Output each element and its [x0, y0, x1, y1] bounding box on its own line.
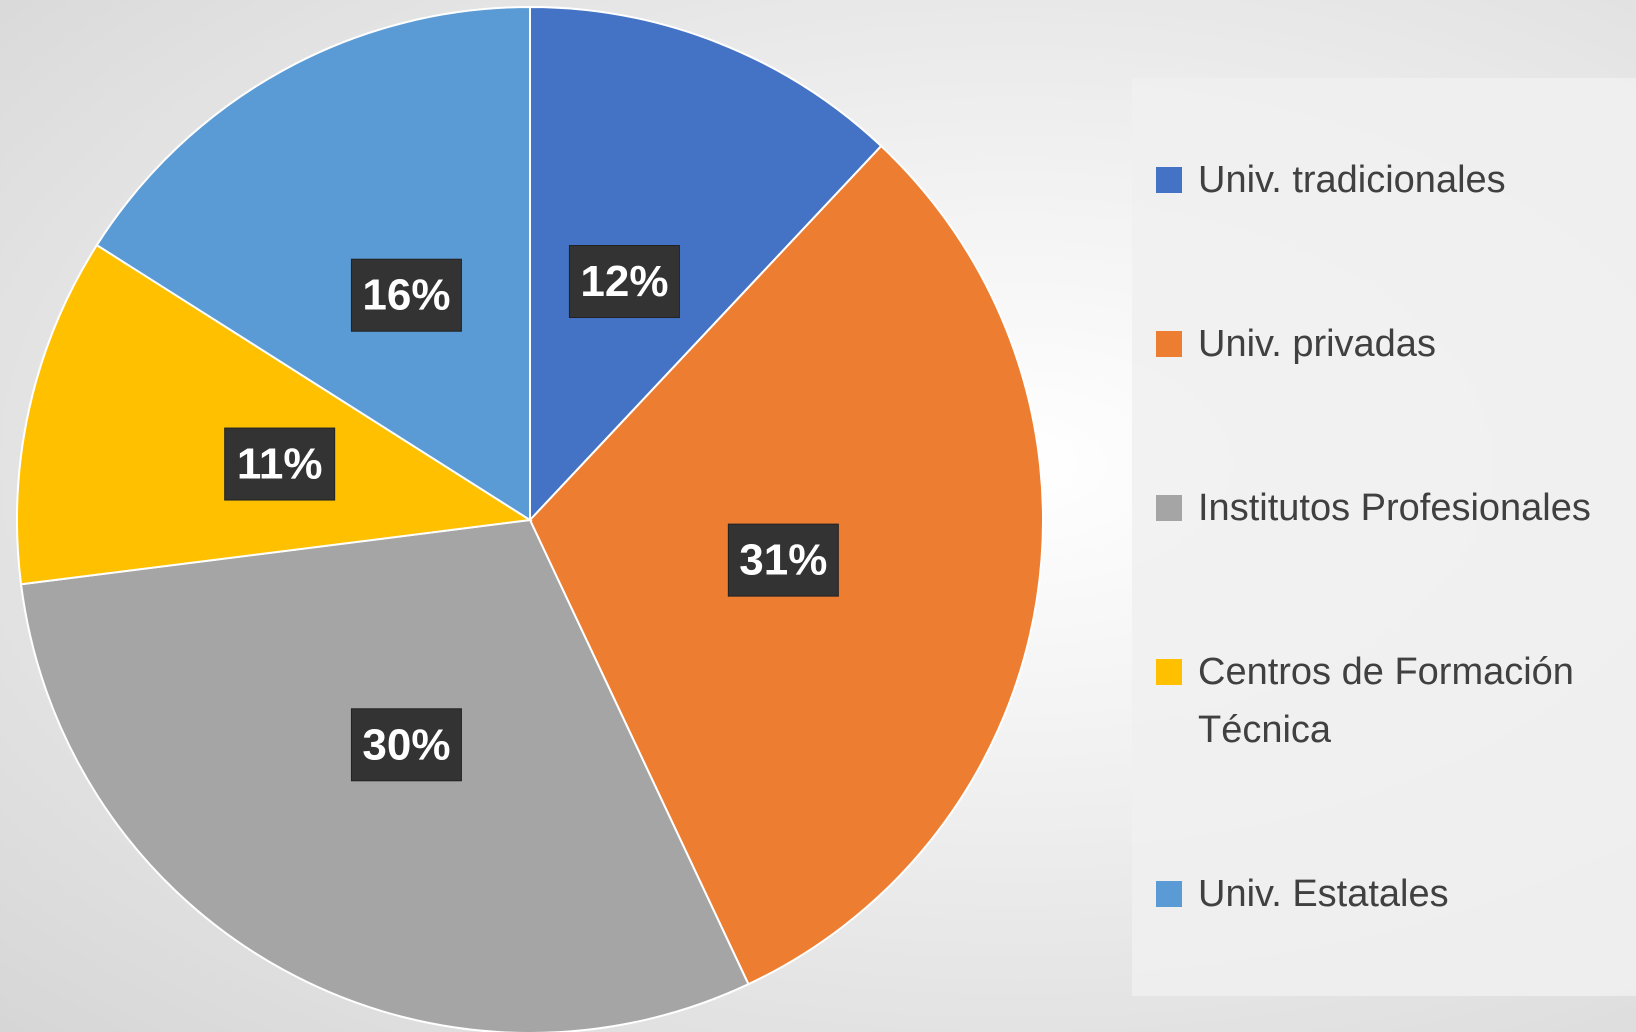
legend-label: Univ. privadas	[1198, 323, 1436, 365]
legend-swatch	[1156, 167, 1182, 193]
legend-swatch	[1156, 881, 1182, 907]
data-label: 11%	[237, 440, 323, 489]
legend-item: Institutos Profesionales	[1132, 479, 1636, 537]
legend-item: Univ. Estatales	[1132, 865, 1636, 923]
legend-swatch	[1156, 659, 1182, 685]
legend-item: Centros de Formación Técnica	[1132, 643, 1636, 759]
data-label-box	[224, 427, 336, 501]
data-label-box	[727, 523, 839, 597]
legend-label: Univ. tradicionales	[1198, 159, 1506, 201]
data-label: 12%	[580, 257, 668, 306]
legend-swatch	[1156, 495, 1182, 521]
legend-swatch	[1156, 331, 1182, 357]
legend: Univ. tradicionales Univ. privadas Institu…	[1132, 78, 1636, 996]
data-label: 30%	[362, 720, 450, 769]
data-label-box	[568, 245, 680, 319]
legend-label: Institutos Profesionales	[1198, 487, 1591, 529]
legend-item: Univ. privadas	[1132, 315, 1636, 373]
data-label: 31%	[739, 536, 827, 585]
data-label-box	[350, 708, 462, 782]
pie-slice	[16, 243, 533, 586]
data-label: 16%	[362, 271, 450, 320]
legend-item: Univ. tradicionales	[1132, 151, 1636, 209]
legend-label: Univ. Estatales	[1198, 873, 1449, 915]
pie-slice	[95, 5, 531, 522]
legend-label: Centros de Formación Técnica	[1198, 651, 1574, 751]
pie-slice	[529, 5, 883, 523]
data-label-box	[350, 258, 462, 332]
